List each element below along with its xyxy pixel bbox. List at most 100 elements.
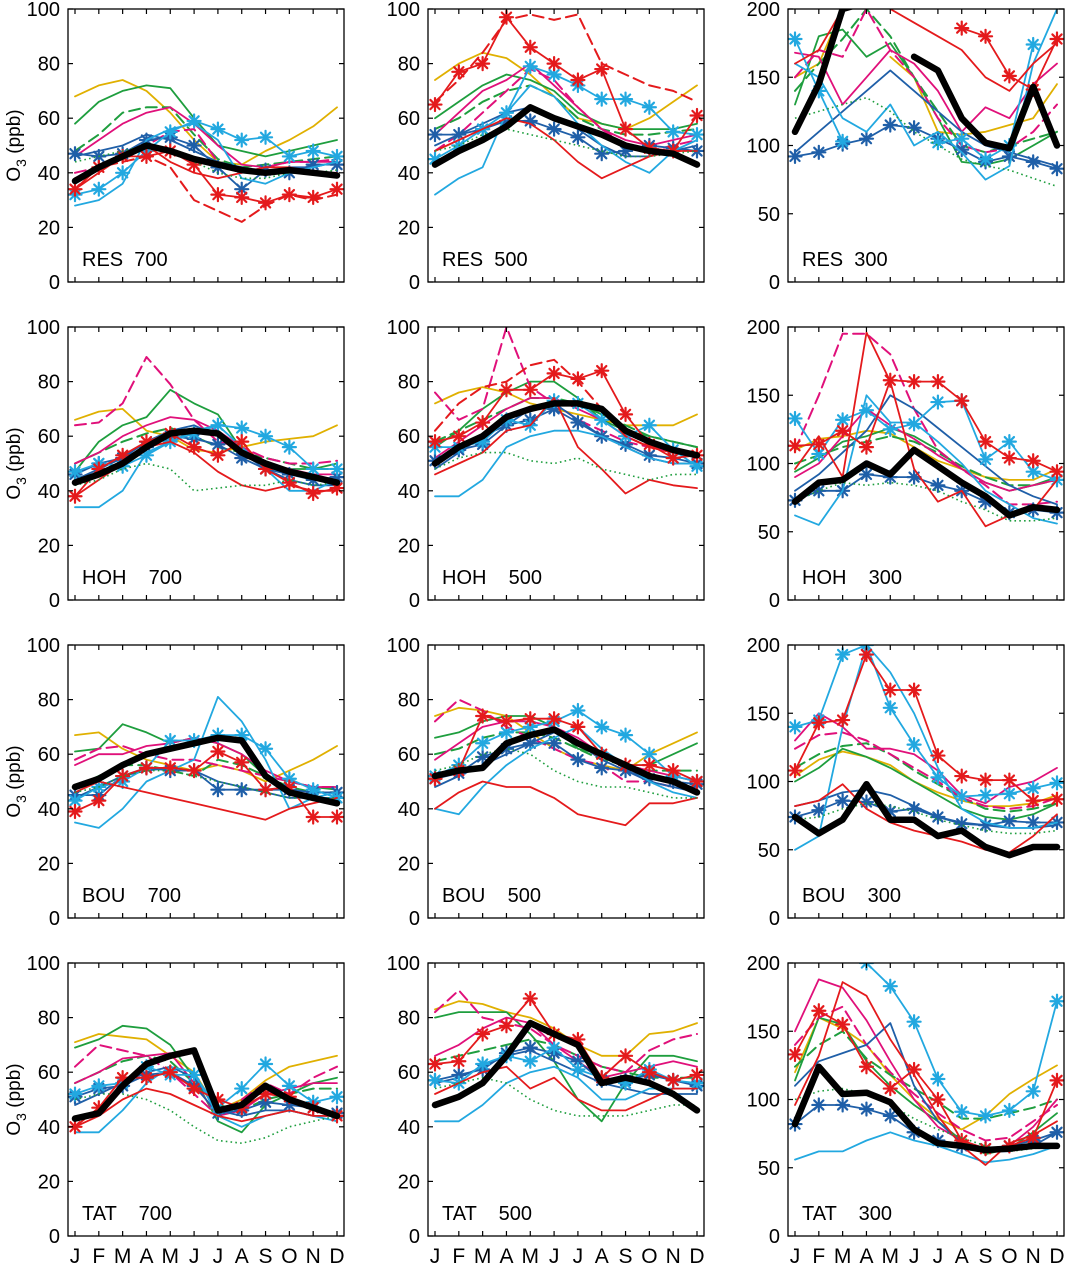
star-marker: [811, 802, 827, 818]
star-marker: [570, 752, 586, 768]
series-line: [434, 780, 698, 827]
star-marker: [210, 782, 226, 798]
star-marker: [234, 189, 250, 205]
star-marker: [665, 1072, 681, 1088]
x-tick-label: J: [573, 1245, 584, 1264]
y-tick-label: 50: [758, 1158, 780, 1180]
star-marker: [689, 1067, 704, 1083]
x-tick-label: M: [474, 1245, 492, 1264]
x-tick-label: D: [329, 1245, 344, 1264]
series-line: [794, 9, 1058, 154]
y-tick-label: 0: [49, 590, 60, 612]
y-tick-label: 0: [769, 1226, 780, 1248]
series-line: [794, 1009, 1058, 1150]
x-tick-label: J: [549, 1245, 560, 1264]
plot-area: [788, 9, 1064, 188]
star-marker: [930, 394, 946, 410]
y-tick-label: 0: [49, 908, 60, 930]
star-marker: [1001, 1102, 1017, 1119]
series-line: [74, 356, 338, 465]
star-marker: [906, 1061, 922, 1078]
star-marker: [546, 55, 562, 72]
chart-panel-res-700: 0 20 40 60 80 100 RES 700 O3 (ppb): [4, 0, 345, 294]
x-tick-label: A: [235, 1245, 249, 1264]
star-marker: [594, 719, 610, 735]
axes-frame: [67, 962, 345, 1237]
panel-label: TAT 500: [442, 1203, 532, 1225]
star-marker: [305, 782, 321, 798]
star-marker: [882, 700, 898, 716]
x-tick-label: O: [641, 1245, 657, 1264]
star-marker: [522, 39, 538, 55]
y-tick-label: 20: [398, 1171, 420, 1193]
y-tick-label: 80: [38, 690, 60, 712]
series-line: [794, 96, 1058, 188]
star-marker: [498, 382, 515, 398]
star-marker: [665, 124, 681, 140]
star-marker: [186, 439, 202, 455]
panel-label: HOH 700: [82, 567, 182, 589]
star-marker: [210, 187, 226, 203]
star-marker: [475, 708, 491, 724]
star-marker: [594, 412, 610, 428]
star-marker: [788, 410, 803, 427]
star-marker: [68, 181, 83, 197]
series-line: [434, 73, 698, 130]
star-marker: [428, 434, 443, 450]
star-marker: [1025, 154, 1041, 170]
star-marker: [977, 772, 994, 788]
series-line: [794, 399, 1058, 481]
plot-area: [788, 645, 1064, 859]
star-marker: [689, 1075, 704, 1091]
chart-panel-hoh-300: 0 50 100 150 200 HOH 300: [747, 317, 1065, 612]
star-marker: [906, 469, 922, 485]
y-tick-label: 80: [38, 54, 60, 76]
star-marker: [954, 768, 970, 784]
star-marker: [570, 129, 586, 145]
star-marker: [811, 1003, 827, 1019]
y-tick-label: 100: [27, 953, 60, 975]
star-marker: [1025, 1083, 1041, 1099]
axes-frame: [427, 644, 705, 919]
series-line: [434, 1065, 698, 1112]
star-marker: [498, 105, 515, 121]
star-marker: [788, 31, 803, 47]
star-marker: [835, 1016, 851, 1033]
star-marker: [186, 1080, 202, 1097]
star-marker: [930, 1071, 946, 1087]
panel-label: RES 500: [442, 249, 528, 271]
y-tick-label: 60: [398, 1062, 420, 1084]
star-marker: [210, 447, 226, 463]
series-line: [74, 432, 338, 498]
star-marker: [788, 762, 803, 779]
star-marker: [1025, 1130, 1041, 1146]
star-marker: [475, 414, 491, 431]
star-marker: [594, 363, 610, 379]
star-marker: [1025, 36, 1041, 53]
star-marker: [234, 420, 250, 436]
y-tick-label: 20: [398, 853, 420, 875]
y-tick-label: 40: [38, 1117, 60, 1139]
y-axis-label: O3 (ppb): [4, 109, 29, 181]
star-marker: [68, 803, 83, 820]
star-marker: [977, 1108, 994, 1124]
star-marker: [522, 1040, 538, 1056]
series-line: [434, 369, 698, 459]
star-marker: [305, 143, 321, 159]
star-marker: [257, 428, 274, 444]
series-line: [431, 1019, 701, 1114]
star-marker: [234, 434, 250, 450]
star-marker: [475, 1056, 491, 1072]
plot-area: [428, 698, 704, 827]
star-marker: [858, 402, 875, 418]
y-tick-label: 100: [387, 953, 420, 975]
y-tick-label: 60: [38, 108, 60, 130]
star-marker: [617, 1048, 634, 1064]
y-tick-label: 150: [747, 385, 780, 407]
star-marker: [788, 148, 803, 165]
y-tick-label: 40: [38, 799, 60, 821]
star-marker: [594, 61, 610, 77]
y-tick-label: 60: [398, 426, 420, 448]
star-marker: [546, 121, 562, 137]
series-line: [434, 117, 698, 180]
